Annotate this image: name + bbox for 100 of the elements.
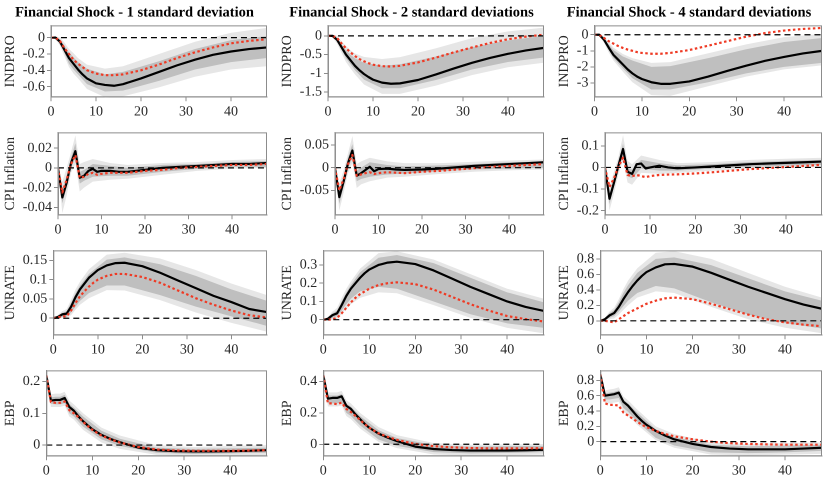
x-tick-label: 0	[54, 222, 62, 238]
y-tick-label: 0.05	[22, 292, 48, 307]
x-tick-label: 40	[223, 463, 238, 478]
y-tick-label: -0.5	[300, 47, 322, 62]
y-axis-title: INDPRO	[3, 35, 18, 88]
x-tick-label: 10	[643, 222, 658, 238]
y-tick-label: -0.4	[22, 62, 45, 78]
y-tick-label: 0.15	[22, 253, 48, 268]
x-tick-label: 30	[732, 463, 746, 478]
x-tick-label: 20	[134, 104, 148, 120]
y-tick-label: 0	[38, 30, 45, 46]
line-series	[328, 34, 544, 68]
y-axis-title: EBP	[3, 400, 18, 426]
x-tick-label: 10	[634, 104, 649, 120]
y-tick-label: 0	[581, 27, 588, 42]
x-tick-label: 20	[686, 463, 700, 478]
x-tick-label: 30	[456, 104, 470, 120]
x-tick-label: 0	[331, 222, 338, 238]
x-tick-label: 10	[372, 222, 386, 238]
y-tick-label: 0	[44, 160, 52, 176]
x-tick-label: 10	[90, 342, 105, 358]
chart-title: Financial Shock - 1 standard deviation	[15, 4, 254, 20]
chart-title: Financial Shock - 2 standard deviations	[289, 4, 534, 20]
x-tick-label: 20	[686, 342, 700, 358]
x-tick-label: 30	[734, 222, 748, 238]
y-tick-label: 0.02	[27, 140, 52, 156]
x-tick-label: 30	[454, 463, 468, 478]
y-tick-label: 0.4	[576, 404, 594, 419]
y-axis-title: UNRATE	[557, 265, 572, 320]
y-tick-label: -2	[576, 60, 588, 75]
y-tick-label: 0.4	[300, 374, 318, 390]
y-tick-label: -3	[576, 76, 588, 91]
y-tick-label: 0.6	[576, 388, 594, 404]
x-tick-label: 10	[366, 104, 380, 120]
y-tick-label: 0.8	[576, 252, 594, 267]
y-tick-label: 0	[322, 160, 329, 176]
x-tick-label: 20	[682, 104, 696, 120]
x-tick-label: 30	[458, 222, 473, 238]
y-tick-label: 0.2	[300, 276, 318, 291]
y-axis-title: CPI Inflation	[3, 137, 18, 211]
x-tick-label: 40	[502, 222, 516, 238]
chart-title: Financial Shock - 4 standard deviations	[566, 4, 812, 20]
y-tick-label: -0.1	[576, 182, 599, 197]
x-tick-label: 40	[224, 104, 238, 120]
x-tick-label: 30	[178, 104, 193, 120]
y-tick-label: 0	[40, 310, 48, 326]
x-tick-label: 40	[500, 463, 514, 478]
y-tick-label: 0.4	[576, 282, 594, 298]
y-tick-label: -1	[310, 66, 322, 81]
x-tick-label: 40	[778, 222, 793, 238]
line-series	[334, 154, 544, 192]
x-tick-label: 20	[415, 222, 430, 238]
line-series	[323, 281, 544, 323]
y-tick-label: 0.2	[22, 374, 40, 390]
x-tick-label: 30	[180, 342, 194, 358]
x-tick-label: 30	[732, 342, 746, 358]
y-tick-label: -0.05	[300, 182, 329, 198]
x-tick-label: 20	[131, 463, 146, 478]
x-tick-label: 30	[177, 463, 192, 478]
y-tick-label: 0.05	[304, 138, 329, 153]
y-tick-label: -0.2	[576, 203, 599, 218]
y-tick-label: 0	[310, 436, 318, 452]
x-tick-label: 40	[778, 342, 792, 358]
y-tick-label: 0	[310, 312, 318, 328]
x-tick-label: 10	[639, 463, 654, 478]
x-tick-label: 30	[182, 222, 196, 238]
y-tick-label: 0	[314, 28, 322, 44]
x-tick-label: 40	[777, 104, 792, 120]
x-tick-label: 10	[362, 463, 376, 478]
y-axis-title: EBP	[557, 400, 572, 426]
y-tick-label: 0.1	[30, 272, 48, 288]
x-tick-label: 30	[730, 104, 744, 120]
x-tick-label: 10	[362, 342, 376, 358]
y-tick-label: 0	[587, 434, 594, 450]
y-tick-label: -0.04	[22, 200, 52, 215]
x-tick-label: 40	[225, 222, 240, 238]
x-tick-label: 20	[688, 222, 702, 238]
y-tick-label: -0.02	[22, 180, 52, 196]
y-tick-label: -0.2	[22, 46, 45, 62]
y-axis-title: CPI Inflation	[557, 137, 572, 211]
y-tick-label: 0.1	[581, 138, 599, 154]
x-tick-label: 20	[410, 104, 425, 120]
x-tick-label: 10	[85, 463, 100, 478]
x-tick-label: 40	[778, 463, 792, 478]
y-tick-label: -0.6	[22, 79, 45, 94]
y-tick-label: 0.2	[576, 298, 594, 314]
y-tick-label: -1.5	[300, 84, 322, 100]
x-tick-label: 30	[454, 342, 468, 358]
x-tick-label: 20	[138, 222, 152, 238]
y-tick-label: 0.6	[576, 267, 594, 282]
y-axis-title: UNRATE	[3, 265, 18, 320]
x-tick-label: 40	[224, 342, 238, 358]
y-axis-title: CPI Inflation	[280, 137, 296, 211]
line-series	[594, 26, 822, 55]
x-tick-label: 40	[500, 104, 515, 120]
y-tick-label: -1	[576, 44, 588, 59]
y-tick-label: 0.1	[22, 406, 40, 421]
y-tick-label: 0	[33, 438, 40, 453]
x-tick-label: 10	[88, 104, 103, 120]
x-tick-label: 10	[639, 342, 654, 358]
